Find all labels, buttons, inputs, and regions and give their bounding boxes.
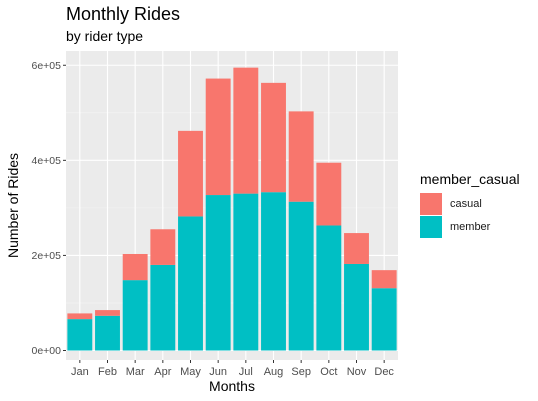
bar-casual-dec xyxy=(371,270,397,289)
legend-title: member_casual xyxy=(420,171,520,187)
legend-item-member: member xyxy=(420,216,490,238)
legend-label-casual: casual xyxy=(450,198,482,210)
x-tick-label-may: May xyxy=(180,366,201,378)
bar-member-jun xyxy=(205,195,231,351)
x-tick-label-aug: Aug xyxy=(264,366,284,378)
y-tick-label: 6e+05 xyxy=(32,60,62,72)
y-tick-label: 2e+05 xyxy=(32,250,62,262)
bar-casual-sep xyxy=(288,111,314,202)
bar-member-nov xyxy=(344,263,369,351)
bar-member-feb xyxy=(95,315,120,351)
bar-member-dec xyxy=(371,288,397,351)
x-axis-title: Months xyxy=(209,378,255,394)
bar-member-oct xyxy=(316,225,342,351)
x-tick-label-mar: Mar xyxy=(126,366,145,378)
x-tick-label-nov: Nov xyxy=(347,366,367,378)
x-tick-label-oct: Oct xyxy=(320,366,337,378)
y-tick-label: 0e+00 xyxy=(32,345,62,357)
x-tick-label-apr: Apr xyxy=(154,366,171,378)
bar-member-may xyxy=(178,216,203,351)
bar-casual-mar xyxy=(122,253,148,281)
plot-panel xyxy=(66,51,398,360)
bar-member-aug xyxy=(261,192,286,351)
bar-member-jul xyxy=(233,193,259,351)
x-tick-label-jan: Jan xyxy=(71,366,89,378)
x-tick-label-feb: Feb xyxy=(98,366,117,378)
x-tick-label-jul: Jul xyxy=(239,366,253,378)
bar-casual-aug xyxy=(261,82,286,193)
legend-label-member: member xyxy=(450,221,491,233)
bar-casual-oct xyxy=(316,162,342,226)
y-tick-label: 4e+05 xyxy=(32,155,62,167)
bar-member-apr xyxy=(150,264,176,351)
legend-swatch-member xyxy=(420,216,442,238)
legend-item-casual: casual xyxy=(420,193,482,215)
bar-member-jan xyxy=(67,319,93,351)
chart-subtitle: by rider type xyxy=(66,28,144,44)
x-tick-label-dec: Dec xyxy=(374,366,394,378)
bar-casual-jan xyxy=(67,313,93,320)
x-tick-label-sep: Sep xyxy=(291,366,311,378)
legend-swatch-casual xyxy=(420,193,442,215)
y-axis-title: Number of Rides xyxy=(5,153,21,258)
bar-member-sep xyxy=(288,201,314,351)
bar-casual-apr xyxy=(150,229,176,265)
bar-casual-nov xyxy=(344,233,369,264)
chart-title: Monthly Rides xyxy=(66,4,181,24)
x-tick-label-jun: Jun xyxy=(209,366,227,378)
bar-casual-jun xyxy=(205,78,231,196)
bar-casual-feb xyxy=(95,310,120,316)
bar-casual-jul xyxy=(233,67,259,194)
bar-casual-may xyxy=(178,130,203,217)
bar-member-mar xyxy=(122,280,148,351)
